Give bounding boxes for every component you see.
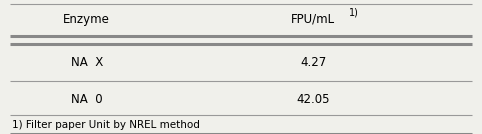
Text: 1) Filter paper Unit by NREL method: 1) Filter paper Unit by NREL method	[12, 120, 200, 130]
Text: 42.05: 42.05	[296, 93, 330, 106]
Text: 1): 1)	[349, 8, 359, 18]
Text: NA  X: NA X	[71, 56, 103, 69]
Text: NA  0: NA 0	[71, 93, 103, 106]
Text: Enzyme: Enzyme	[63, 13, 110, 26]
Text: FPU/mL: FPU/mL	[291, 13, 335, 26]
Text: 4.27: 4.27	[300, 56, 326, 69]
